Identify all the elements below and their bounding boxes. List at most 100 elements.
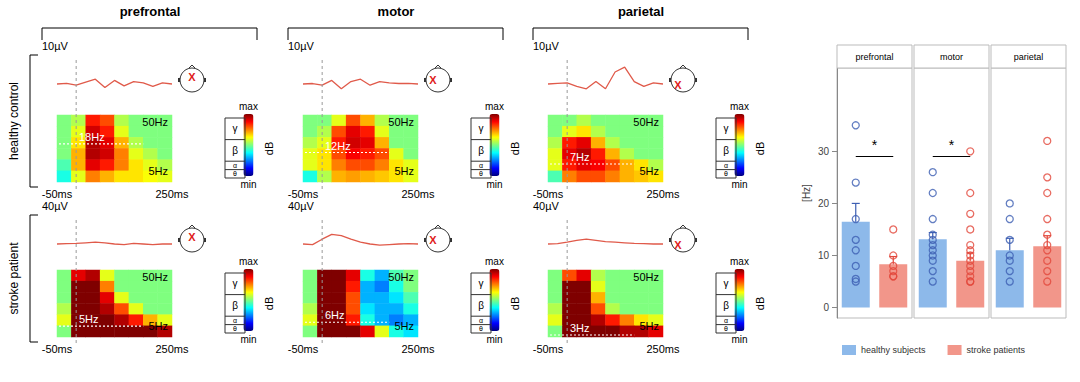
svg-text:-50ms: -50ms xyxy=(42,188,73,200)
svg-text:7Hz: 7Hz xyxy=(570,151,590,163)
svg-text:β: β xyxy=(478,300,484,311)
svg-text:50Hz: 50Hz xyxy=(142,116,168,128)
svg-text:5Hz: 5Hz xyxy=(394,320,414,332)
svg-text:γ: γ xyxy=(724,123,729,134)
svg-text:min: min xyxy=(486,334,502,345)
svg-text:max: max xyxy=(239,101,258,112)
svg-text:γ: γ xyxy=(233,278,238,289)
svg-text:γ: γ xyxy=(479,123,484,134)
svg-text:X: X xyxy=(188,231,196,243)
svg-text:min: min xyxy=(731,334,747,345)
svg-text:X: X xyxy=(674,79,682,91)
svg-text:3Hz: 3Hz xyxy=(570,322,590,334)
svg-text:γ: γ xyxy=(479,278,484,289)
svg-text:250ms: 250ms xyxy=(401,343,435,355)
svg-text:40µV: 40µV xyxy=(288,200,315,212)
svg-text:α: α xyxy=(233,317,237,324)
svg-text:*: * xyxy=(949,137,955,153)
svg-text:X: X xyxy=(429,234,437,246)
svg-text:α: α xyxy=(479,162,483,169)
svg-text:250ms: 250ms xyxy=(155,343,189,355)
svg-text:30: 30 xyxy=(818,146,830,157)
svg-text:5Hz: 5Hz xyxy=(639,320,659,332)
svg-text:5Hz: 5Hz xyxy=(394,165,414,177)
svg-text:max: max xyxy=(485,256,504,267)
svg-text:10µV: 10µV xyxy=(533,40,560,52)
svg-text:40µV: 40µV xyxy=(42,200,69,212)
svg-text:θ: θ xyxy=(724,325,728,332)
svg-text:dB: dB xyxy=(509,142,521,155)
svg-text:max: max xyxy=(485,101,504,112)
svg-text:-50ms: -50ms xyxy=(288,188,319,200)
svg-text:dB: dB xyxy=(754,142,766,155)
svg-text:healthy subjects: healthy subjects xyxy=(861,345,926,355)
svg-text:β: β xyxy=(232,300,238,311)
svg-text:12Hz: 12Hz xyxy=(325,140,351,152)
svg-text:γ: γ xyxy=(233,123,238,134)
svg-text:10µV: 10µV xyxy=(288,40,315,52)
svg-text:α: α xyxy=(233,162,237,169)
svg-text:θ: θ xyxy=(233,170,237,177)
svg-text:*: * xyxy=(872,137,878,153)
svg-text:-50ms: -50ms xyxy=(533,188,564,200)
svg-text:stroke patient: stroke patient xyxy=(7,242,21,315)
svg-text:[Hz]: [Hz] xyxy=(801,184,812,202)
svg-text:50Hz: 50Hz xyxy=(388,271,414,283)
svg-text:parietal: parietal xyxy=(1014,52,1044,62)
svg-text:-50ms: -50ms xyxy=(288,343,319,355)
svg-text:5Hz: 5Hz xyxy=(148,165,168,177)
svg-text:X: X xyxy=(188,71,196,83)
svg-text:min: min xyxy=(240,179,256,190)
svg-text:β: β xyxy=(723,300,729,311)
svg-text:stroke patients: stroke patients xyxy=(967,345,1026,355)
svg-text:min: min xyxy=(486,179,502,190)
svg-text:6Hz: 6Hz xyxy=(325,309,345,321)
svg-text:α: α xyxy=(479,317,483,324)
svg-text:X: X xyxy=(429,74,437,86)
svg-text:0: 0 xyxy=(823,302,829,313)
svg-text:motor: motor xyxy=(940,52,963,62)
svg-text:θ: θ xyxy=(233,325,237,332)
svg-text:50Hz: 50Hz xyxy=(633,116,659,128)
svg-text:40µV: 40µV xyxy=(533,200,560,212)
svg-text:β: β xyxy=(232,145,238,156)
svg-text:β: β xyxy=(723,145,729,156)
svg-text:β: β xyxy=(478,145,484,156)
svg-text:max: max xyxy=(730,101,749,112)
svg-text:θ: θ xyxy=(479,170,483,177)
svg-text:250ms: 250ms xyxy=(646,343,680,355)
svg-text:θ: θ xyxy=(479,325,483,332)
svg-text:20: 20 xyxy=(818,198,830,209)
svg-text:max: max xyxy=(730,256,749,267)
svg-text:healthy control: healthy control xyxy=(7,82,21,160)
svg-text:max: max xyxy=(239,256,258,267)
svg-text:prefrontal: prefrontal xyxy=(120,4,181,19)
svg-text:50Hz: 50Hz xyxy=(633,271,659,283)
svg-text:10µV: 10µV xyxy=(42,40,69,52)
svg-text:-50ms: -50ms xyxy=(42,343,73,355)
svg-text:50Hz: 50Hz xyxy=(388,116,414,128)
svg-text:250ms: 250ms xyxy=(155,188,189,200)
svg-text:dB: dB xyxy=(754,297,766,310)
svg-text:min: min xyxy=(731,179,747,190)
svg-text:10: 10 xyxy=(818,250,830,261)
svg-text:parietal: parietal xyxy=(618,4,664,19)
svg-text:50Hz: 50Hz xyxy=(142,271,168,283)
svg-text:5Hz: 5Hz xyxy=(79,313,99,325)
svg-text:5Hz: 5Hz xyxy=(148,320,168,332)
svg-text:dB: dB xyxy=(263,297,275,310)
svg-text:18Hz: 18Hz xyxy=(79,131,105,143)
svg-text:dB: dB xyxy=(263,142,275,155)
svg-text:motor: motor xyxy=(378,4,415,19)
svg-text:θ: θ xyxy=(724,170,728,177)
svg-text:α: α xyxy=(724,317,728,324)
svg-text:prefrontal: prefrontal xyxy=(855,52,893,62)
svg-text:5Hz: 5Hz xyxy=(639,165,659,177)
svg-text:X: X xyxy=(674,239,682,251)
svg-text:α: α xyxy=(724,162,728,169)
svg-text:dB: dB xyxy=(509,297,521,310)
svg-text:-50ms: -50ms xyxy=(533,343,564,355)
svg-text:250ms: 250ms xyxy=(646,188,680,200)
svg-text:γ: γ xyxy=(724,278,729,289)
svg-text:250ms: 250ms xyxy=(401,188,435,200)
